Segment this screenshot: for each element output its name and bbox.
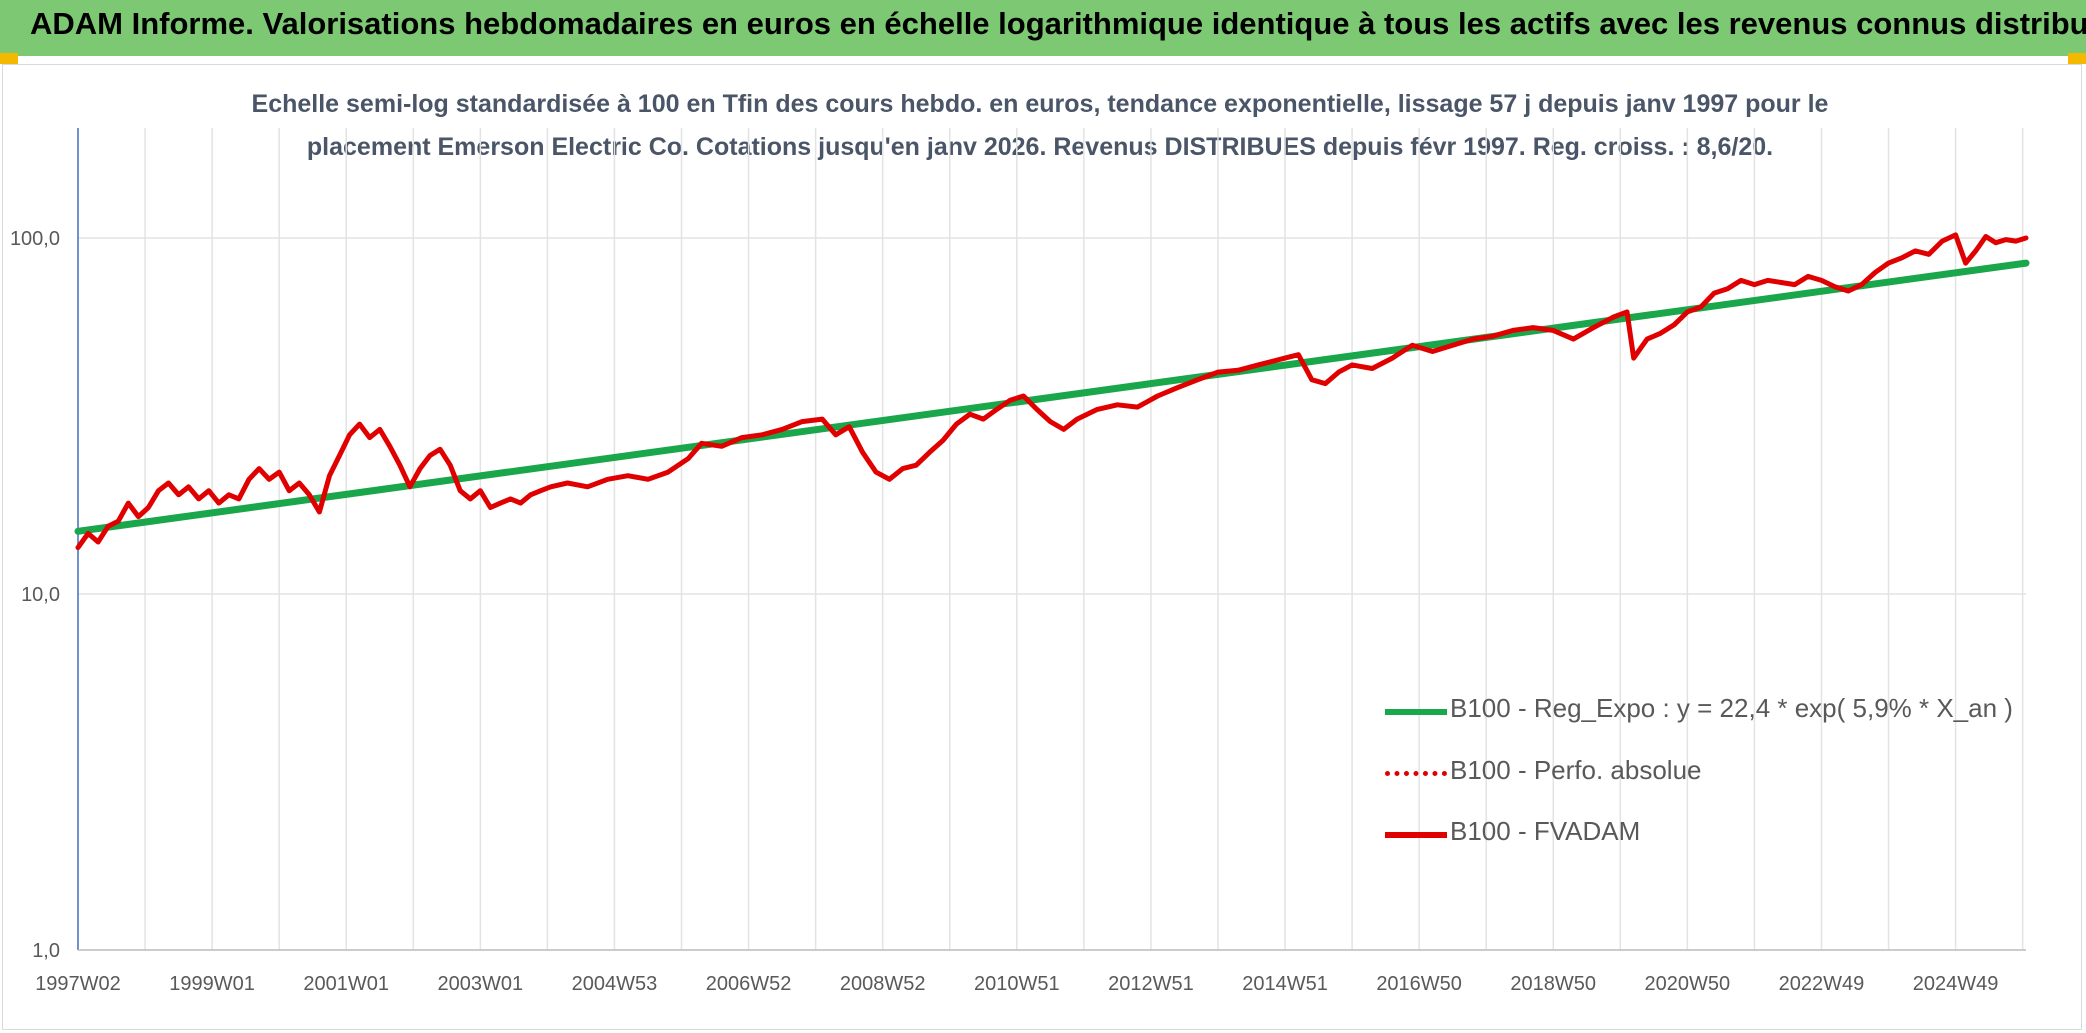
chart-frame: [2, 64, 2082, 1030]
x-tick-label: 2022W49: [1779, 973, 1865, 995]
x-tick-label: 2006W52: [706, 973, 792, 995]
tick-labels: 1,0 10,0 100,0 1997W02 1999W01 2001W01 2003W01…: [10, 228, 1998, 995]
x-tick-label: 2010W51: [974, 973, 1060, 995]
axes: [77, 128, 2026, 951]
chart-title-line-2: placement Emerson Electric Co. Cotations…: [306, 133, 1774, 161]
legend-label-fvadam: B100 - FVADAM: [1450, 816, 1641, 846]
x-tick-label: 2016W50: [1376, 973, 1462, 995]
series-line-0: [74, 259, 2030, 535]
x-tick-label: 2020W50: [1645, 973, 1731, 995]
x-tick-label: 2014W51: [1242, 973, 1328, 995]
x-tick-label: 2018W50: [1510, 973, 1596, 995]
report-header: ADAM Informe. Valorisations hebdomadaire…: [0, 0, 2086, 56]
x-tick-label: 2024W49: [1913, 973, 1999, 995]
x-tick-label: 2003W01: [438, 973, 524, 995]
report-title: ADAM Informe. Valorisations hebdomadaire…: [30, 6, 2086, 41]
corner-mark-right: [2068, 53, 2086, 64]
series-lines: [74, 232, 2030, 551]
y-tick-label: 100,0: [10, 228, 60, 250]
x-tick-label: 2004W53: [572, 973, 658, 995]
series-line-2: [75, 232, 2029, 551]
x-tick-label: 1997W02: [35, 973, 121, 995]
x-tick-label: 2012W51: [1108, 973, 1194, 995]
x-tick-label: 2001W01: [303, 973, 389, 995]
legend-swatch-perfo-absolue: [1385, 771, 1447, 776]
chart-title-line-1: Echelle semi-log standardisée à 100 en T…: [251, 90, 1829, 118]
legend-label-perfo-absolue: B100 - Perfo. absolue: [1450, 755, 1702, 785]
grid-lines: [77, 128, 2026, 951]
legend-swatch-reg-expo: [1385, 709, 1447, 715]
corner-mark-left: [0, 53, 18, 64]
y-tick-label: 1,0: [32, 940, 60, 962]
x-tick-label: 1999W01: [169, 973, 255, 995]
legend-label-reg-expo: B100 - Reg_Expo : y = 22,4 * exp( 5,9% *…: [1450, 693, 2013, 723]
legend-swatch-fvadam: [1385, 832, 1447, 838]
y-tick-label: 10,0: [21, 584, 60, 606]
x-tick-label: 2008W52: [840, 973, 926, 995]
